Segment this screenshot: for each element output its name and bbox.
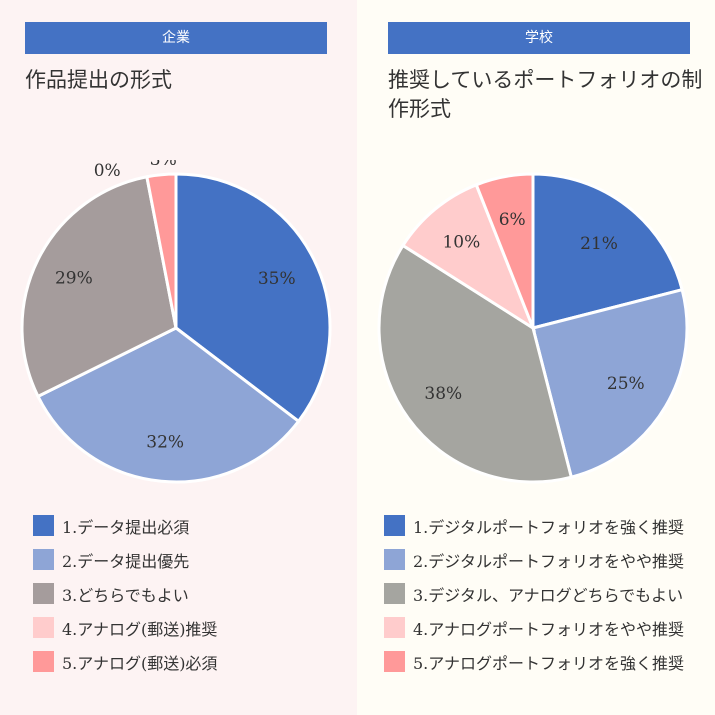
company-legend: 1.データ提出必須 2.データ提出優先 3.どちらでもよい 4.アナログ(郵送)推奨 5…	[33, 514, 217, 684]
legend-swatch	[33, 549, 54, 570]
slice-label-3: 29%	[55, 268, 93, 288]
pie-slice-2	[531, 287, 689, 479]
legend-item: 2.デジタルポートフォリオをやや推奨	[384, 548, 684, 571]
legend-swatch	[384, 549, 405, 570]
legend-swatch	[33, 617, 54, 638]
slice-label-3: 38%	[424, 384, 462, 404]
legend-label: 1.データ提出必須	[62, 517, 190, 537]
slice-label-1: 21%	[580, 234, 618, 254]
legend-item: 3.どちらでもよい	[33, 582, 217, 605]
legend-label: 2.デジタルポートフォリオをやや推奨	[413, 551, 684, 571]
legend-swatch	[384, 583, 405, 604]
legend-item: 1.デジタルポートフォリオを強く推奨	[384, 514, 684, 537]
legend-item: 3.デジタル、アナログどちらでもよい	[384, 582, 684, 605]
legend-swatch	[33, 651, 54, 672]
legend-label: 5.アナログ(郵送)必須	[62, 653, 218, 673]
legend-label: 1.デジタルポートフォリオを強く推奨	[413, 517, 684, 537]
legend-item: 4.アナログ(郵送)推奨	[33, 616, 217, 639]
legend-swatch	[33, 583, 54, 604]
legend-label: 2.データ提出優先	[62, 551, 190, 571]
legend-swatch	[384, 651, 405, 672]
legend-label: 3.どちらでもよい	[62, 585, 189, 605]
slice-label-2: 32%	[146, 432, 184, 452]
legend-label: 4.アナログポートフォリオをやや推奨	[413, 619, 684, 639]
pie-slice-4	[400, 182, 537, 332]
school-legend: 1.デジタルポートフォリオを強く推奨 2.デジタルポートフォリオをやや推奨 3.デジ…	[384, 514, 684, 684]
legend-swatch	[33, 515, 54, 536]
pie-slice-5	[474, 172, 535, 329]
slice-label-2: 25%	[607, 374, 645, 394]
company-chart-title: 作品提出の形式	[25, 68, 172, 92]
legend-item: 5.アナログポートフォリオを強く推奨	[384, 650, 684, 673]
legend-label: 3.デジタル、アナログどちらでもよい	[413, 585, 684, 605]
school-pie-chart: 21% 25% 38% 10% 6%	[377, 172, 689, 484]
legend-swatch	[384, 617, 405, 638]
legend-label: 4.アナログ(郵送)推奨	[62, 619, 218, 639]
company-header: 企業	[25, 22, 327, 54]
company-panel: 企業 作品提出の形式 35% 32% 29% 0% 3% 1.データ提出必須 2.データ提…	[0, 0, 357, 715]
school-panel: 学校 推奨しているポートフォリオの制作形式 21% 25% 38% 10% 6% 1.デ…	[357, 0, 715, 715]
legend-swatch	[384, 515, 405, 536]
legend-item: 5.アナログ(郵送)必須	[33, 650, 217, 673]
legend-item: 1.データ提出必須	[33, 514, 217, 537]
slice-label-4: 0%	[94, 161, 121, 181]
pie-slice-3	[377, 243, 574, 484]
legend-label: 5.アナログポートフォリオを強く推奨	[413, 653, 684, 673]
slice-label-1: 35%	[258, 269, 296, 289]
legend-item: 2.データ提出優先	[33, 548, 217, 571]
pie-slice-2	[36, 326, 301, 484]
slice-label-4: 10%	[442, 232, 480, 252]
pie-slice-1	[531, 172, 684, 330]
slice-label-5: 6%	[499, 210, 526, 230]
pie-slice-3	[20, 175, 178, 399]
pie-slice-5	[145, 172, 178, 329]
company-pie-chart: 35% 32% 29% 0% 3%	[20, 160, 332, 484]
slice-label-5: 3%	[150, 160, 177, 170]
pie-slice-1	[174, 172, 332, 424]
school-header: 学校	[388, 22, 690, 54]
school-chart-title: 推奨しているポートフォリオの制作形式	[388, 68, 703, 121]
legend-item: 4.アナログポートフォリオをやや推奨	[384, 616, 684, 639]
